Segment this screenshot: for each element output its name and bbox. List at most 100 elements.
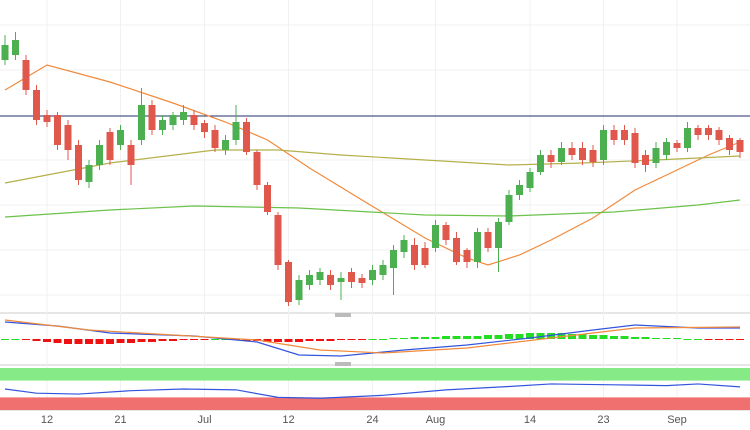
histogram-bar [347, 339, 356, 340]
histogram-bar [43, 339, 51, 342]
candle-body [22, 60, 30, 90]
resize-grip[interactable] [335, 362, 351, 366]
histogram-bar [589, 335, 597, 339]
candle-body [495, 222, 502, 248]
grid [0, 24, 750, 296]
histogram-bar [704, 339, 713, 340]
candle-body [484, 232, 492, 248]
histogram-bar [568, 334, 576, 339]
moving-average [4, 64, 741, 266]
histogram-bar [211, 339, 219, 340]
x-tick-label: Aug [426, 414, 446, 426]
candle-body [75, 145, 82, 180]
histogram-bar [631, 337, 639, 339]
histogram-bar [736, 339, 744, 340]
histogram-bar [683, 339, 692, 340]
candle-body [201, 123, 208, 132]
histogram-bar [463, 336, 471, 339]
candle-body [138, 105, 145, 140]
candle-body [526, 172, 534, 188]
histogram-bar [74, 339, 83, 344]
candle-body [243, 122, 250, 152]
histogram-bar [620, 336, 629, 339]
histogram-bar [599, 335, 608, 339]
candle-body [663, 142, 670, 155]
histogram-bar [662, 338, 671, 339]
histogram-bar [652, 338, 660, 339]
candle-body [64, 125, 72, 150]
histogram-bar [410, 337, 419, 339]
histogram-bar [32, 339, 41, 341]
candle-body [516, 185, 523, 195]
candle-body [726, 138, 733, 150]
histogram-bar [242, 339, 251, 341]
x-tick-label: 24 [366, 414, 378, 426]
histogram-bar [263, 339, 272, 342]
candle-body [12, 40, 19, 55]
histogram-bar [200, 339, 209, 340]
candle-body [558, 148, 565, 162]
moving-average [4, 199, 741, 218]
candle-body [232, 122, 240, 140]
candle-body [432, 225, 439, 248]
histogram-bar [694, 339, 702, 340]
candle-body [348, 272, 355, 282]
candle-body [85, 165, 93, 182]
candle-body [369, 270, 376, 280]
candle-body [547, 155, 555, 162]
histogram-bar [274, 339, 282, 342]
histogram-bar [1, 339, 9, 340]
candle-body [610, 130, 618, 140]
histogram-bar [715, 339, 723, 340]
candle-body [148, 105, 156, 130]
histogram-bar [473, 336, 482, 339]
macd-line [4, 319, 741, 354]
candle-body [379, 265, 387, 275]
histogram-bar [389, 338, 398, 339]
candle-body [736, 140, 744, 152]
x-tick-label: 14 [524, 414, 536, 426]
histogram-bar [557, 333, 566, 339]
x-tick-label: 12 [282, 414, 294, 426]
candle-body [306, 275, 313, 285]
histogram-bar [337, 339, 345, 340]
histogram-bar [64, 339, 72, 344]
candle-body [159, 120, 166, 130]
histogram-bar [547, 333, 555, 339]
histogram-bar [421, 337, 429, 339]
histogram-bar [85, 339, 93, 344]
candle-body [358, 278, 366, 283]
resize-grip[interactable] [335, 313, 351, 317]
candle-body [442, 225, 450, 240]
rsi-line [4, 383, 741, 399]
candle-body [715, 130, 723, 140]
candle-body [631, 133, 639, 163]
histogram-bar [295, 339, 303, 342]
histogram-bar [610, 336, 618, 339]
histogram-bar [452, 336, 461, 339]
histogram-bar [22, 339, 30, 340]
candle-body [295, 280, 303, 300]
histogram-bar [305, 339, 314, 341]
histogram-bar [179, 339, 188, 340]
histogram-bar [673, 338, 681, 339]
histogram-bar [578, 334, 587, 339]
candle-body [327, 275, 334, 285]
candle-body [505, 195, 513, 222]
histogram-bar [190, 339, 198, 340]
histogram-bar [169, 339, 177, 341]
moving-average [4, 149, 741, 184]
histogram-bar [725, 339, 734, 340]
candle-body [390, 250, 397, 268]
candle-body [316, 272, 324, 280]
candle-body [652, 148, 660, 163]
histogram-bar [505, 334, 513, 339]
candle-body [673, 143, 681, 148]
candle-body [453, 238, 460, 262]
candle-body [684, 128, 691, 148]
histogram-bar [536, 333, 545, 339]
candle-body [180, 112, 187, 120]
candle-body [705, 128, 712, 135]
candle-body [537, 155, 544, 172]
